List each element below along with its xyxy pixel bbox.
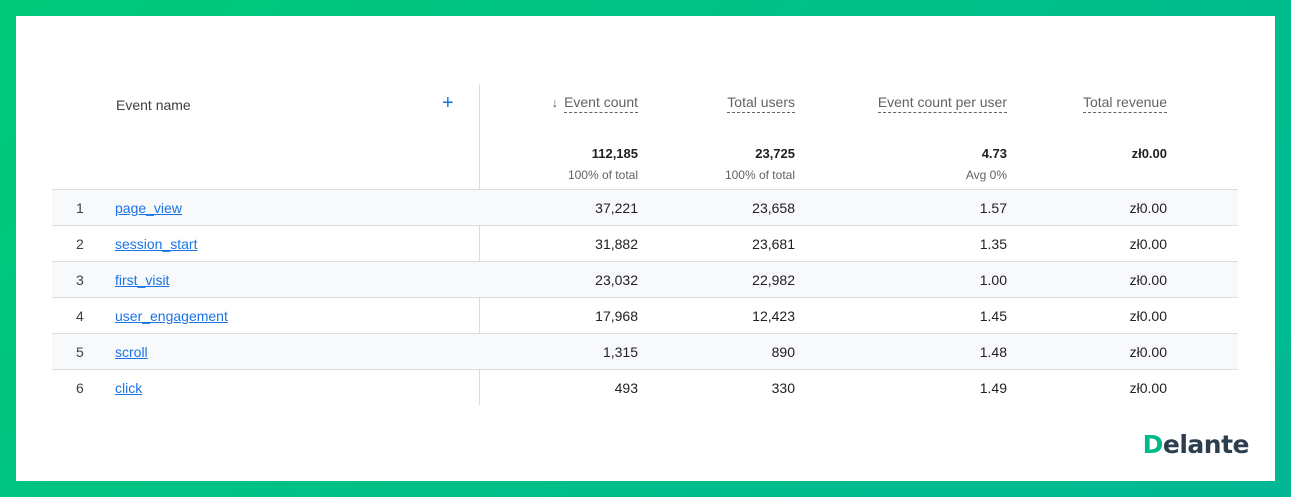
row-index: 2 <box>76 236 84 252</box>
event-name-link[interactable]: first_visit <box>115 272 170 288</box>
logo-text: elante <box>1162 430 1250 459</box>
cell-per-user: 1.49 <box>979 380 1007 396</box>
cell-total-users: 22,982 <box>752 272 795 288</box>
row-index: 3 <box>76 272 84 288</box>
row-index: 1 <box>76 200 84 216</box>
header-per-user-label: Event count per user <box>877 94 1007 113</box>
header-total-revenue-label: Total revenue <box>1082 94 1167 113</box>
header-total-revenue[interactable]: Total revenue <box>1082 94 1167 113</box>
cell-total-users: 330 <box>771 380 795 396</box>
cell-event-count: 37,221 <box>595 200 638 216</box>
header-event-count[interactable]: ↓ Event count <box>551 94 638 113</box>
table-row: 6 click 493 330 1.49 zł0.00 <box>52 370 1238 406</box>
cell-event-count: 23,032 <box>595 272 638 288</box>
column-divider <box>479 84 480 405</box>
row-index: 4 <box>76 308 84 324</box>
cell-revenue: zł0.00 <box>1129 236 1167 252</box>
total-users-sub: 100% of total <box>724 168 795 182</box>
cell-total-users: 890 <box>771 344 795 360</box>
cell-revenue: zł0.00 <box>1129 344 1167 360</box>
header-event-count-label: Event count <box>564 94 638 113</box>
header-event-name[interactable]: Event name <box>116 97 191 113</box>
events-table: Event name + ↓ Event count Total users Ev… <box>52 84 1238 406</box>
table-row: 2 session_start 31,882 23,681 1.35 zł0.0… <box>52 226 1238 262</box>
event-name-link[interactable]: page_view <box>115 200 182 216</box>
total-per-user-sub: Avg 0% <box>965 168 1007 182</box>
event-name-link[interactable]: session_start <box>115 236 198 252</box>
table-row: 4 user_engagement 17,968 12,423 1.45 zł0… <box>52 298 1238 334</box>
cell-per-user: 1.48 <box>979 344 1007 360</box>
cell-total-users: 23,658 <box>752 200 795 216</box>
cell-revenue: zł0.00 <box>1129 272 1167 288</box>
event-name-link[interactable]: click <box>115 380 143 396</box>
event-name-link[interactable]: user_engagement <box>115 308 228 324</box>
table-header: Event name + ↓ Event count Total users Ev… <box>52 84 1238 190</box>
total-revenue: zł0.00 <box>1131 146 1167 161</box>
cell-per-user: 1.00 <box>979 272 1007 288</box>
cell-event-count: 17,968 <box>595 308 638 324</box>
logo-d-mark: D <box>1142 430 1164 459</box>
header-event-count-per-user[interactable]: Event count per user <box>877 94 1007 113</box>
cell-event-count: 1,315 <box>602 344 638 360</box>
cell-event-count: 31,882 <box>595 236 638 252</box>
table-row: 5 scroll 1,315 890 1.48 zł0.00 <box>52 334 1238 370</box>
total-event-count: 112,185 <box>591 146 638 161</box>
cell-total-users: 12,423 <box>752 308 795 324</box>
cell-revenue: zł0.00 <box>1129 200 1167 216</box>
total-per-user: 4.73 <box>981 146 1007 161</box>
cell-total-users: 23,681 <box>752 236 795 252</box>
cell-per-user: 1.57 <box>979 200 1007 216</box>
total-event-count-sub: 100% of total <box>567 168 638 182</box>
cell-per-user: 1.35 <box>979 236 1007 252</box>
table-row: 3 first_visit 23,032 22,982 1.00 zł0.00 <box>52 262 1238 298</box>
cell-event-count: 493 <box>614 380 638 396</box>
header-total-users-label: Total users <box>727 94 795 113</box>
event-name-link[interactable]: scroll <box>115 344 148 360</box>
add-dimension-icon[interactable]: + <box>442 92 454 114</box>
cell-revenue: zł0.00 <box>1129 308 1167 324</box>
row-index: 6 <box>76 380 84 396</box>
cell-revenue: zł0.00 <box>1129 380 1167 396</box>
report-frame: Event name + ↓ Event count Total users Ev… <box>16 16 1275 481</box>
total-users: 23,725 <box>755 146 795 161</box>
table-row: 1 page_view 37,221 23,658 1.57 zł0.00 <box>52 190 1238 226</box>
cell-per-user: 1.45 <box>979 308 1007 324</box>
row-index: 5 <box>76 344 84 360</box>
arrow-down-icon: ↓ <box>551 95 559 110</box>
header-total-users[interactable]: Total users <box>727 94 795 113</box>
